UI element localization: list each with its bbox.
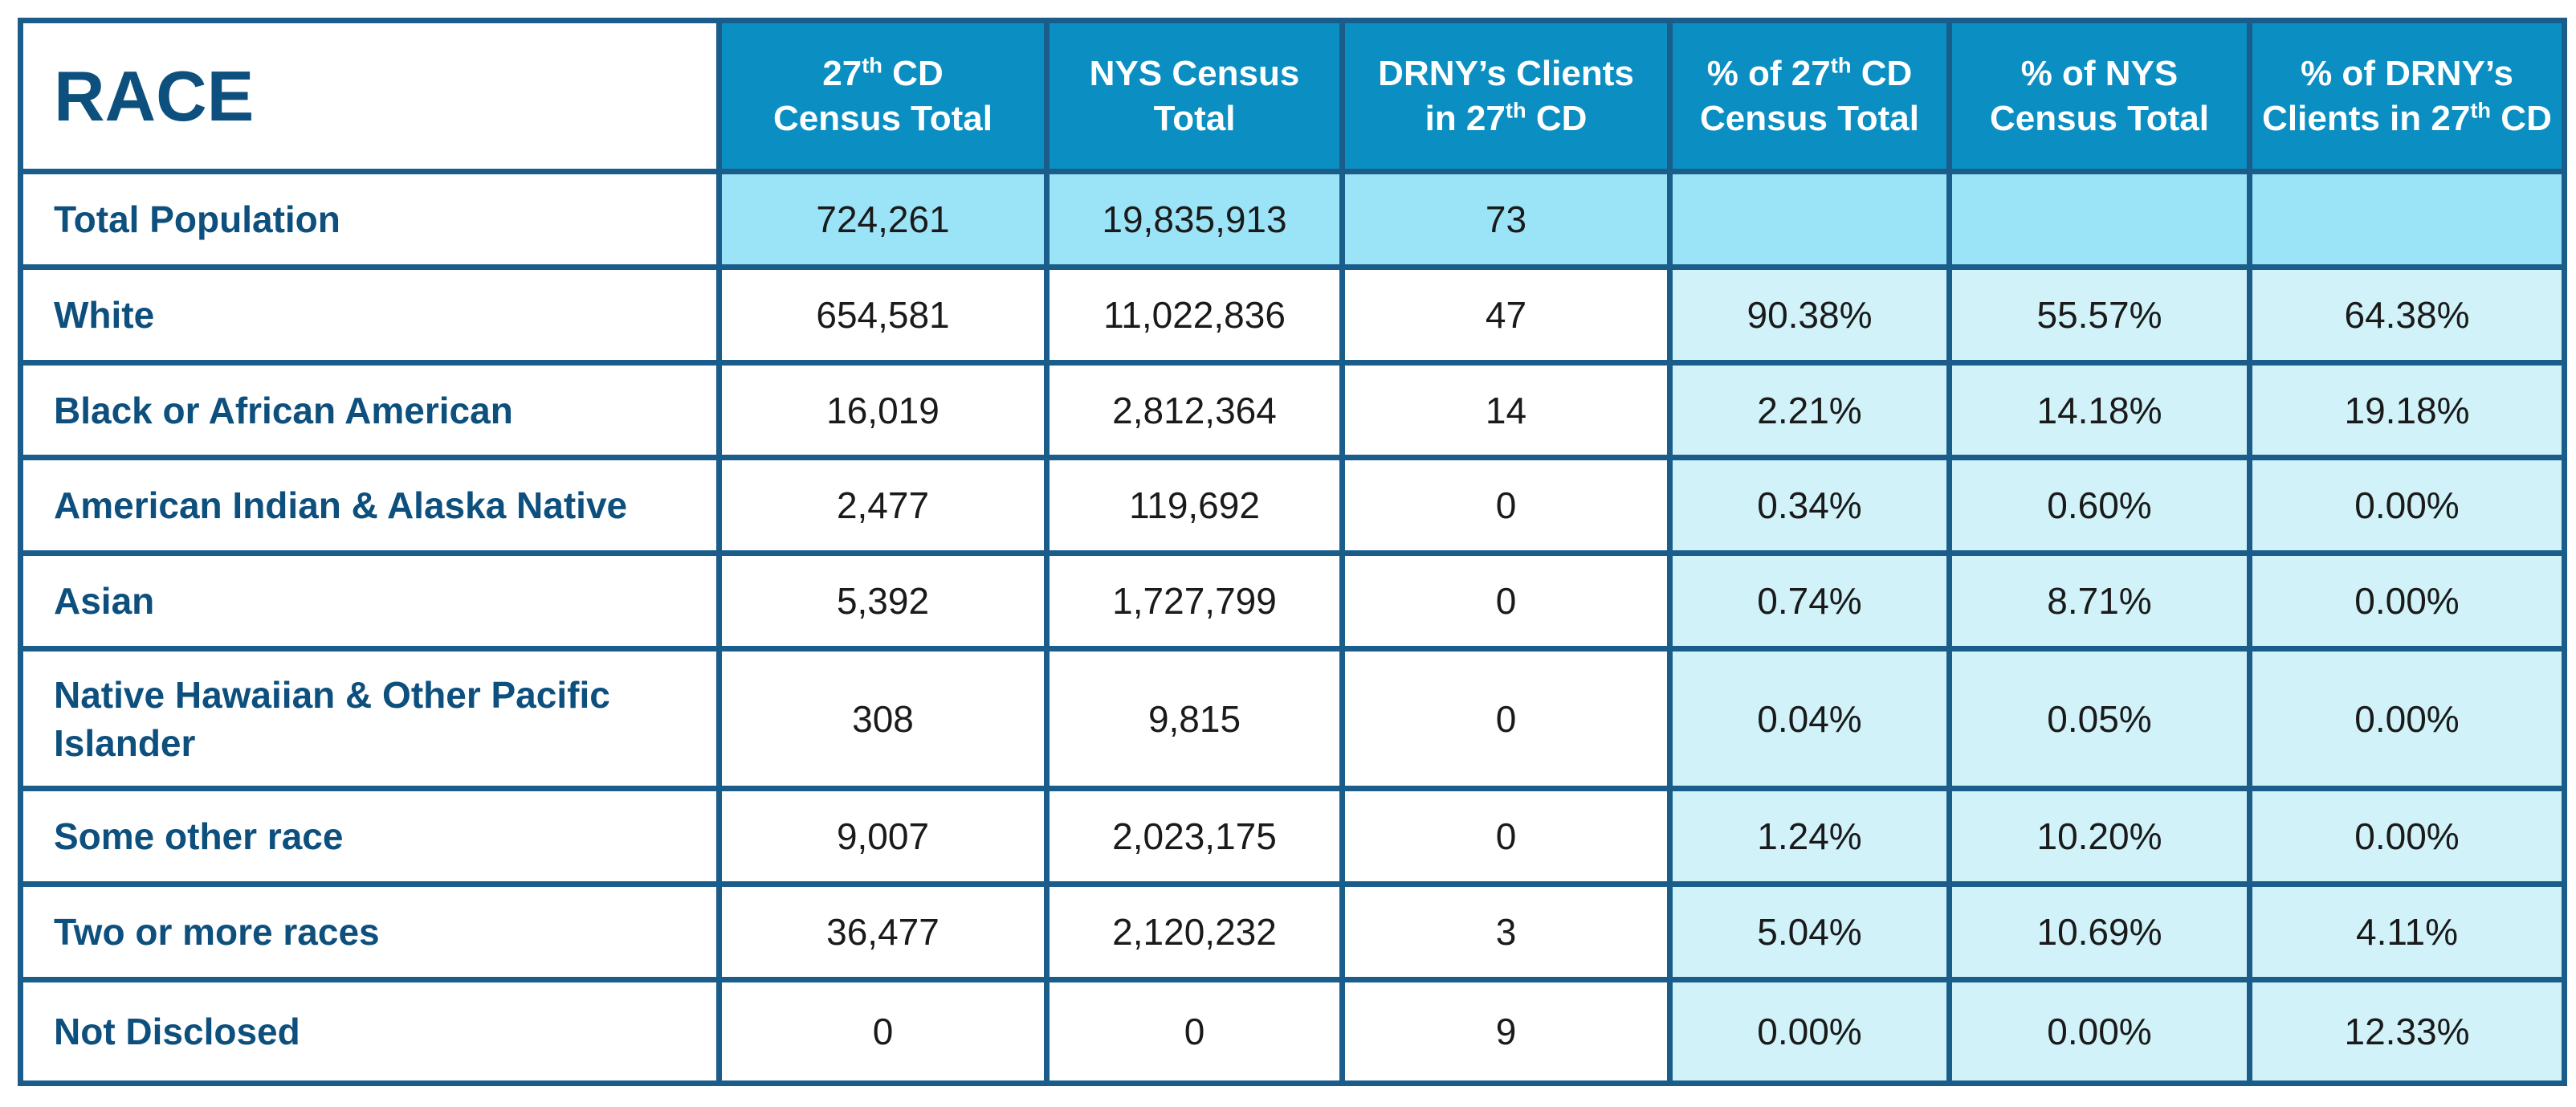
cell-drny: 0 <box>1339 550 1673 652</box>
row-label: American Indian & Alaska Native <box>18 455 722 557</box>
cell-drny: 0 <box>1339 786 1673 888</box>
header-pct-nys: % of NYS Census Total <box>1946 18 2252 174</box>
cell-nys: 2,120,232 <box>1044 881 1345 982</box>
cell-pct-27cd: 0.74% <box>1667 550 1952 652</box>
cell-pct-nys: 55.57% <box>1946 263 2252 366</box>
cell-nys: 2,023,175 <box>1044 786 1345 888</box>
header-pct-drny: % of DRNY’s Clients in 27th CD <box>2247 18 2567 174</box>
cell-drny: 3 <box>1339 881 1673 982</box>
cell-27cd: 308 <box>716 646 1050 792</box>
header-nys-census-total: NYS Census Total <box>1044 18 1345 174</box>
table-row: Not Disclosed 0 0 9 0.00% 0.00% 12.33% <box>18 976 2567 1087</box>
cell-27cd: 724,261 <box>716 169 1050 270</box>
race-table: RACE 27th CD Census Total NYS Census Total… <box>18 18 2567 1087</box>
cell-drny: 14 <box>1339 359 1673 461</box>
cell-pct-nys: 8.71% <box>1946 550 2252 652</box>
cell-pct-27cd: 0.04% <box>1667 646 1952 792</box>
row-label: White <box>18 263 722 366</box>
row-label: Not Disclosed <box>18 976 722 1087</box>
table-row-total-population: Total Population 724,261 19,835,913 73 <box>18 169 2567 270</box>
cell-pct-nys: 0.05% <box>1946 646 2252 792</box>
header-27cd-census-total: 27th CD Census Total <box>716 18 1050 174</box>
cell-pct-nys: 10.69% <box>1946 881 2252 982</box>
cell-drny: 73 <box>1339 169 1673 270</box>
cell-pct-27cd: 1.24% <box>1667 786 1952 888</box>
cell-pct-27cd: 90.38% <box>1667 263 1952 366</box>
cell-pct-nys: 14.18% <box>1946 359 2252 461</box>
table-row: Two or more races 36,477 2,120,232 3 5.0… <box>18 881 2567 982</box>
cell-drny: 9 <box>1339 976 1673 1087</box>
cell-pct-nys: 0.60% <box>1946 455 2252 557</box>
cell-pct-drny: 0.00% <box>2247 550 2567 652</box>
cell-27cd: 16,019 <box>716 359 1050 461</box>
cell-nys: 2,812,364 <box>1044 359 1345 461</box>
table-title: RACE <box>18 18 722 174</box>
row-label: Some other race <box>18 786 722 888</box>
cell-nys: 1,727,799 <box>1044 550 1345 652</box>
cell-pct-nys: 0.00% <box>1946 976 2252 1087</box>
row-label: Two or more races <box>18 881 722 982</box>
cell-pct-drny: 64.38% <box>2247 263 2567 366</box>
cell-nys: 0 <box>1044 976 1345 1087</box>
row-label: Asian <box>18 550 722 652</box>
table-row: Asian 5,392 1,727,799 0 0.74% 8.71% 0.00… <box>18 550 2567 652</box>
cell-pct-27cd <box>1667 169 1952 270</box>
cell-pct-drny: 0.00% <box>2247 786 2567 888</box>
cell-pct-nys <box>1946 169 2252 270</box>
cell-nys: 19,835,913 <box>1044 169 1345 270</box>
cell-pct-drny: 0.00% <box>2247 646 2567 792</box>
cell-27cd: 5,392 <box>716 550 1050 652</box>
cell-27cd: 36,477 <box>716 881 1050 982</box>
row-label: Total Population <box>18 169 722 270</box>
cell-27cd: 2,477 <box>716 455 1050 557</box>
row-label: Native Hawaiian & Other Pacific Islander <box>18 646 722 792</box>
row-label: Black or African American <box>18 359 722 461</box>
cell-pct-drny: 0.00% <box>2247 455 2567 557</box>
cell-27cd: 0 <box>716 976 1050 1087</box>
cell-27cd: 9,007 <box>716 786 1050 888</box>
cell-drny: 0 <box>1339 646 1673 792</box>
table-row: Native Hawaiian & Other Pacific Islander… <box>18 646 2567 792</box>
cell-27cd: 654,581 <box>716 263 1050 366</box>
table-row: Some other race 9,007 2,023,175 0 1.24% … <box>18 786 2567 888</box>
cell-pct-27cd: 5.04% <box>1667 881 1952 982</box>
table-row: White 654,581 11,022,836 47 90.38% 55.57… <box>18 263 2567 366</box>
cell-pct-drny <box>2247 169 2567 270</box>
cell-nys: 11,022,836 <box>1044 263 1345 366</box>
cell-nys: 119,692 <box>1044 455 1345 557</box>
cell-drny: 47 <box>1339 263 1673 366</box>
header-pct-27cd: % of 27th CD Census Total <box>1667 18 1952 174</box>
cell-nys: 9,815 <box>1044 646 1345 792</box>
cell-pct-27cd: 2.21% <box>1667 359 1952 461</box>
cell-pct-nys: 10.20% <box>1946 786 2252 888</box>
cell-pct-drny: 19.18% <box>2247 359 2567 461</box>
cell-pct-27cd: 0.00% <box>1667 976 1952 1087</box>
cell-pct-drny: 4.11% <box>2247 881 2567 982</box>
cell-pct-27cd: 0.34% <box>1667 455 1952 557</box>
header-row: RACE 27th CD Census Total NYS Census Total… <box>18 18 2567 174</box>
table-row: American Indian & Alaska Native 2,477 11… <box>18 455 2567 557</box>
table-row: Black or African American 16,019 2,812,3… <box>18 359 2567 461</box>
cell-pct-drny: 12.33% <box>2247 976 2567 1087</box>
cell-drny: 0 <box>1339 455 1673 557</box>
header-drny-clients: DRNY’s Clients in 27th CD <box>1339 18 1673 174</box>
race-table-container: RACE 27th CD Census Total NYS Census Total… <box>18 18 2567 1087</box>
